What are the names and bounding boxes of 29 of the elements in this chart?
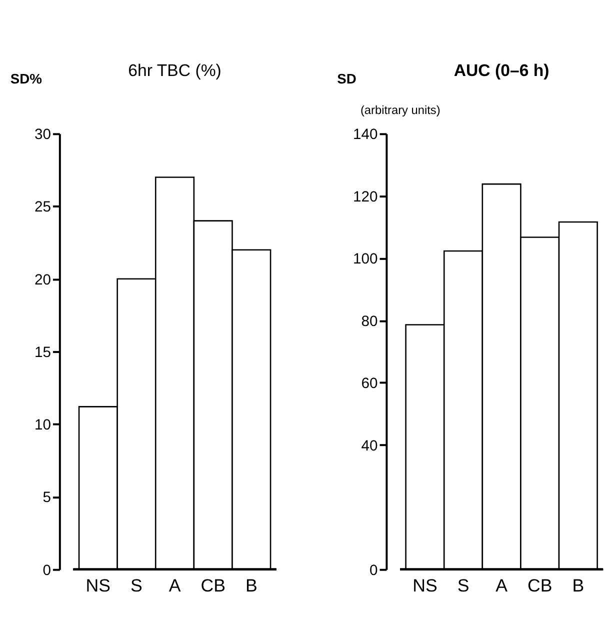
y-tick-label: 0 [370,562,378,579]
x-tick-label: B [572,576,584,596]
x-tick-label: CB [527,576,552,596]
x-tick-label: S [457,576,470,596]
y-tick-label: 5 [42,490,51,506]
y-tick-label: 60 [361,376,378,392]
x-tick-label: NS [86,576,111,596]
y-tick-label: 0 [42,562,51,579]
x-tick-label: NS [412,576,438,596]
y-tick-label: 10 [34,418,51,434]
x-tick-label: A [496,576,508,596]
y-tick-label: 80 [361,314,378,330]
chart-title: AUC (0–6 h) [454,61,550,80]
y-tick-label: 25 [34,200,51,216]
y-axis-title: SD [337,70,356,87]
y-tick-label: 40 [361,438,378,454]
x-tick-label: B [245,576,258,596]
y-tick-label: 120 [352,189,378,206]
y-tick-label: 100 [352,252,378,268]
y-axis-title: SD% [10,70,42,87]
x-tick-label: S [130,576,143,596]
y-tick-label: 15 [34,344,51,361]
text: (arbitrary units) [360,102,440,117]
y-tick-label: 30 [34,127,51,144]
x-tick-label: CB [200,576,226,596]
y-tick-label: 140 [352,127,378,144]
chart-title: 6hr TBC (%) [128,61,222,80]
x-tick-label: A [168,576,181,596]
y-tick-label: 20 [34,272,51,288]
